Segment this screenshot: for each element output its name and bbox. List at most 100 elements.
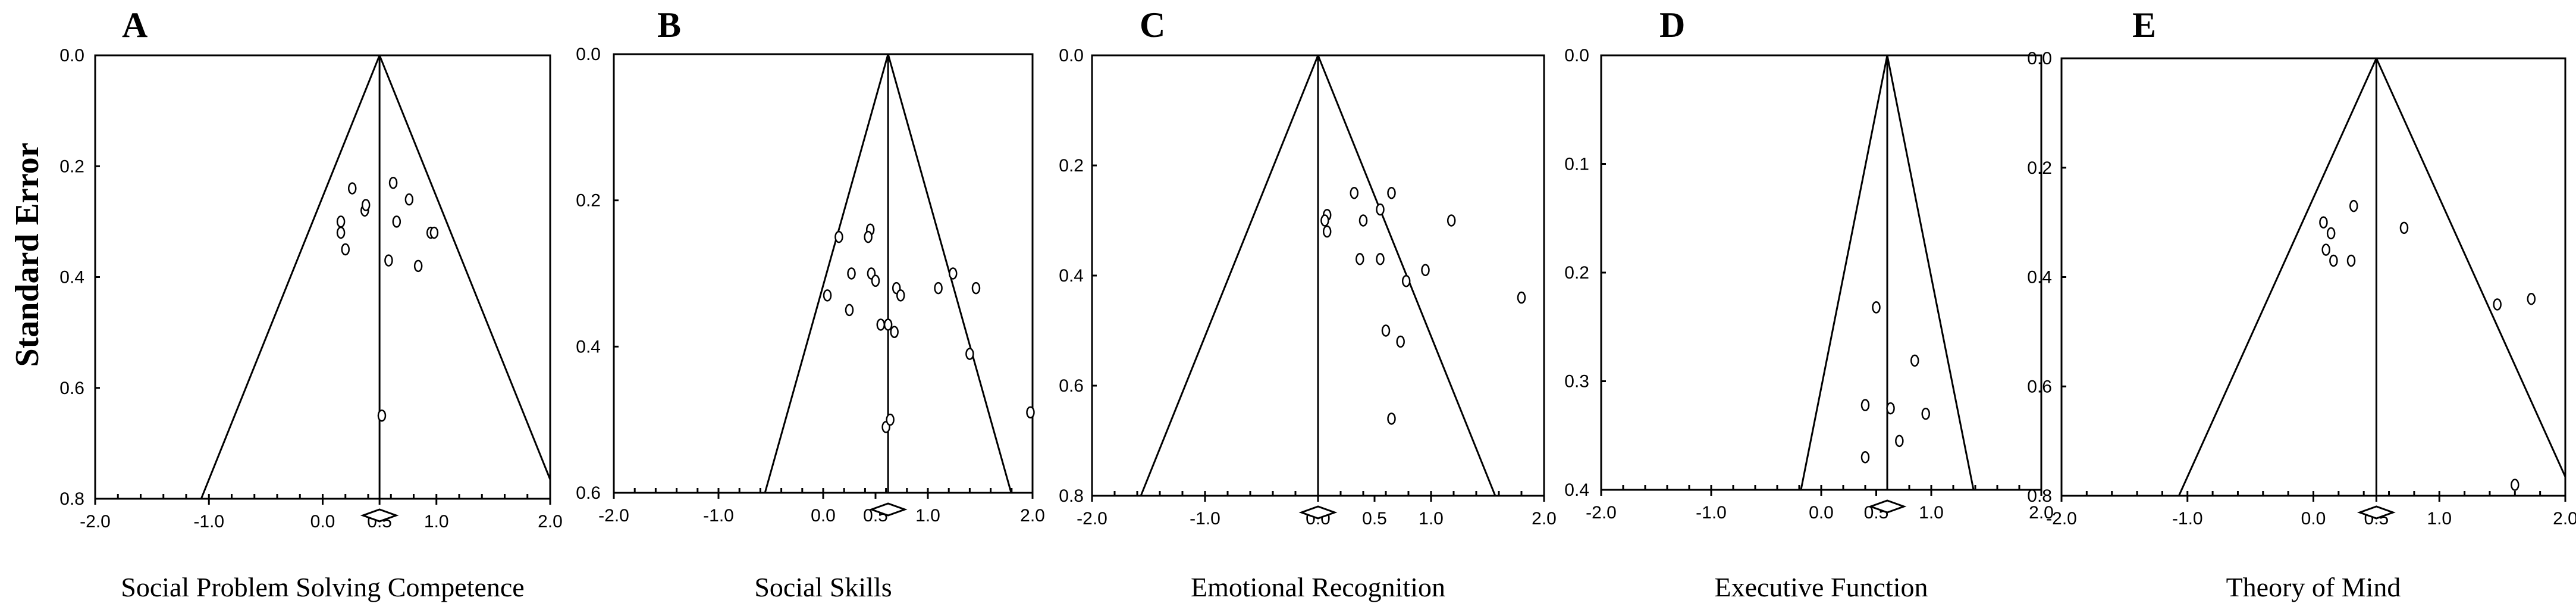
study-point xyxy=(1387,412,1396,425)
panels-group: A 0.0 0.2 0.4 0.6 0.8 -2.0 -1.0 0.0 0.5 1.0 2.0 Soci… xyxy=(59,5,2576,602)
study-point xyxy=(1350,187,1359,199)
y-tick-label: 0.0 xyxy=(576,45,601,64)
plot-frame xyxy=(1600,54,2042,491)
plot-frame xyxy=(613,53,1034,494)
study-point xyxy=(2511,479,2519,491)
study-point xyxy=(971,282,981,295)
study-point xyxy=(1401,275,1411,287)
y-tick-label: 0.2 xyxy=(576,191,601,211)
study-point xyxy=(1895,434,1904,448)
study-point xyxy=(1421,264,1430,276)
study-point xyxy=(876,318,886,331)
study-point xyxy=(1322,225,1332,238)
summary-diamond xyxy=(1298,505,1338,520)
study-point xyxy=(1356,253,1364,265)
plot-frame xyxy=(2060,57,2566,497)
x-tick-label: 1.0 xyxy=(2427,509,2452,529)
study-point xyxy=(834,230,843,243)
study-point xyxy=(2321,243,2330,256)
y-tick-label: 0.1 xyxy=(1564,155,1589,174)
x-tick-label: 0.5 xyxy=(1362,509,1387,529)
x-tick-label: 2.0 xyxy=(1020,506,1045,526)
x-tick-label: 1.0 xyxy=(915,506,940,526)
study-point xyxy=(890,326,899,339)
x-tick-label: 0.0 xyxy=(811,506,836,526)
y-tick-label: 0.6 xyxy=(2027,377,2052,396)
study-point xyxy=(871,274,880,287)
x-tick-label: 1.0 xyxy=(424,512,449,531)
x-tick-label: -1.0 xyxy=(2172,509,2203,529)
study-point xyxy=(864,230,873,243)
x-tick-label: 0.0 xyxy=(310,512,335,531)
study-point xyxy=(896,289,905,302)
x-axis-label: Emotional Recognition xyxy=(1191,572,1445,602)
study-point xyxy=(1910,354,1919,367)
study-point xyxy=(883,318,893,331)
x-tick-label: 2.0 xyxy=(2029,503,2054,523)
x-axis-label: Social Skills xyxy=(754,572,892,602)
study-point xyxy=(361,199,371,211)
panel-b: B0.00.20.40.6-2.0 -1.0 0.0 0.5 1.0 2.0Social … xyxy=(576,5,1045,602)
study-point xyxy=(823,289,832,302)
x-tick-label: 0.0 xyxy=(2301,509,2326,529)
y-axis-title: Standard Error xyxy=(9,143,46,367)
x-tick-label: -2.0 xyxy=(1586,503,1617,523)
panel-letter: A xyxy=(122,5,148,45)
study-point xyxy=(934,282,943,295)
y-tick-label: 0.6 xyxy=(576,483,601,503)
study-point xyxy=(1860,451,1870,464)
study-point xyxy=(1358,214,1368,227)
y-tick-label: 0.8 xyxy=(2027,486,2052,506)
study-point xyxy=(2399,221,2409,234)
y-tick-label: 0.3 xyxy=(1564,372,1589,392)
funnel-limits xyxy=(1800,55,1975,490)
study-point xyxy=(2329,254,2338,267)
x-tick-label: -2.0 xyxy=(598,506,629,526)
x-axis-label: Theory of Mind xyxy=(2226,572,2401,602)
x-tick-label: 1.0 xyxy=(1419,509,1444,529)
study-point xyxy=(1387,187,1396,199)
x-tick-label: -2.0 xyxy=(1077,509,1107,529)
study-point xyxy=(1381,324,1391,337)
study-point xyxy=(1921,408,1930,420)
x-tick-label: -1.0 xyxy=(1696,503,1727,523)
x-tick-label: -1.0 xyxy=(703,506,734,526)
funnel-limits xyxy=(764,54,1012,493)
panel-letter: D xyxy=(1659,5,1685,45)
study-point xyxy=(392,215,401,228)
panel-c: C0.00.20.40.60.8-2.0-1.00.00.51.02.0Emot… xyxy=(1059,5,1557,602)
y-tick-label: 0.4 xyxy=(1059,266,1084,286)
study-point xyxy=(377,409,387,422)
study-point xyxy=(2493,298,2502,311)
study-point xyxy=(336,226,346,239)
study-point xyxy=(2527,293,2536,305)
summary-diamond xyxy=(868,502,908,517)
plot-frame xyxy=(94,54,551,500)
x-tick-label: -2.0 xyxy=(80,512,111,531)
panel-d: D0.00.10.20.30.4-2.0 -1.0 0.0 0.5 1.0 2.0Exec… xyxy=(1564,5,2054,602)
study-point xyxy=(1447,214,1456,227)
x-tick-label: 0.0 xyxy=(1809,503,1834,523)
x-axis-label: Social Problem Solving Competence xyxy=(121,572,524,602)
study-point xyxy=(1026,406,1035,419)
study-point xyxy=(347,182,357,195)
y-tick-label: 0.0 xyxy=(1059,46,1084,65)
x-axis-label: Executive Function xyxy=(1715,572,1928,602)
panel-a: A0.00.20.40.60.8-2.0-1.00.00.51.02.0Soci… xyxy=(59,5,563,602)
summary-diamond xyxy=(360,508,399,523)
study-point xyxy=(1376,253,1385,265)
y-tick-label: 0.4 xyxy=(2027,268,2052,287)
study-point xyxy=(1517,291,1526,304)
x-tick-label: 2.0 xyxy=(1532,509,1557,529)
y-tick-label: 0.4 xyxy=(1564,480,1589,500)
y-tick-label: 0.6 xyxy=(59,379,84,398)
x-tick-label: 2.0 xyxy=(2553,509,2576,529)
study-point xyxy=(1886,402,1895,415)
y-tick-label: 0.4 xyxy=(576,337,601,357)
study-point xyxy=(384,254,393,267)
y-tick-label: 0.0 xyxy=(59,46,84,65)
y-tick-label: 0.2 xyxy=(1564,263,1589,283)
y-tick-label: 0.2 xyxy=(1059,156,1084,176)
y-tick-label: 0.8 xyxy=(1059,486,1084,506)
